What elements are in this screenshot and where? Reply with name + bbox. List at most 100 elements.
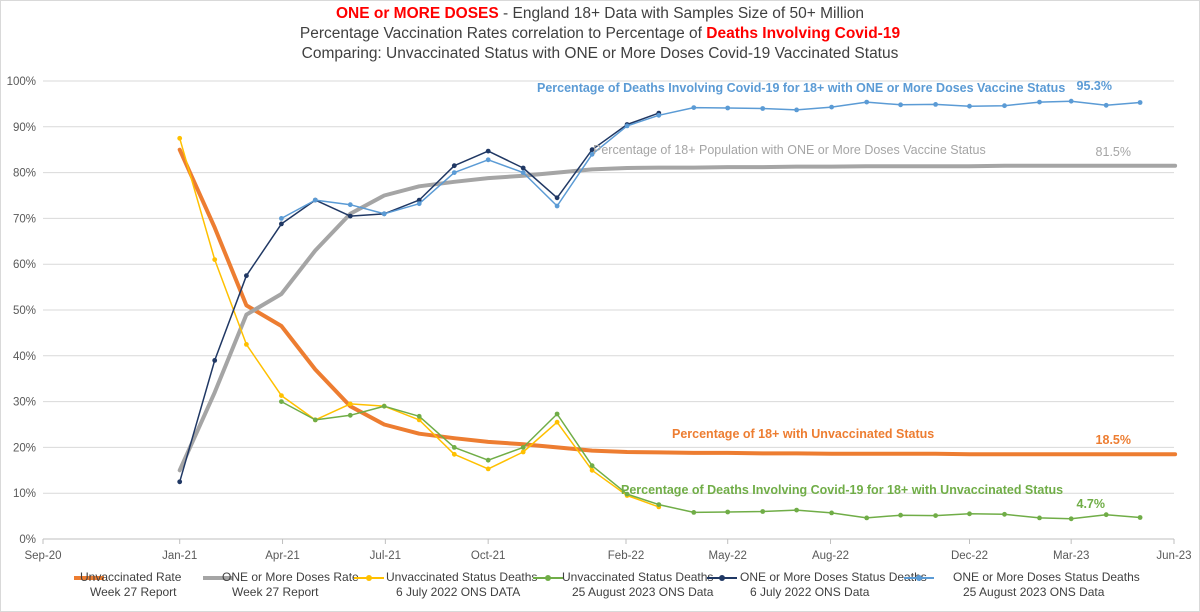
x-tick-label: Feb-22 bbox=[608, 550, 644, 562]
y-tick-label: 100% bbox=[7, 76, 36, 88]
x-tick-label: Sep-20 bbox=[24, 550, 61, 562]
series-line-1 bbox=[177, 147, 1178, 457]
legend-marker bbox=[719, 575, 725, 581]
data-point bbox=[451, 451, 457, 457]
annotation-label: 95.3% bbox=[1077, 79, 1112, 93]
data-point bbox=[1068, 516, 1074, 522]
data-point bbox=[416, 201, 422, 207]
data-point bbox=[1137, 100, 1143, 105]
title-text: Percentage Vaccination Rates correlation… bbox=[299, 25, 707, 42]
data-point bbox=[898, 102, 903, 108]
y-tick-label: 10% bbox=[13, 488, 36, 500]
annotation-label: Percentage of 18+ Population with ONE or… bbox=[593, 143, 986, 157]
x-tick-label: Apr-21 bbox=[265, 550, 300, 562]
data-point bbox=[589, 151, 595, 157]
data-point bbox=[1037, 515, 1042, 521]
legend-label: Unvaccinated Status Deaths bbox=[562, 570, 714, 584]
legend-marker bbox=[916, 575, 922, 581]
data-point bbox=[312, 417, 318, 423]
data-point bbox=[794, 107, 799, 113]
x-tick-label: Dec-22 bbox=[951, 550, 988, 562]
data-point bbox=[279, 393, 284, 398]
data-point bbox=[485, 157, 491, 163]
x-tick-label: Jul-21 bbox=[370, 550, 401, 562]
x-tick-label: Jun-23 bbox=[1156, 550, 1191, 562]
chart-title-line-2: Percentage Vaccination Rates correlation… bbox=[0, 24, 1200, 44]
data-point bbox=[760, 509, 766, 514]
data-point bbox=[312, 197, 318, 203]
legend-sublabel: 6 July 2022 ONS Data bbox=[750, 585, 870, 599]
data-point bbox=[554, 195, 560, 201]
data-point bbox=[589, 467, 595, 473]
data-point bbox=[212, 358, 218, 363]
annotations: Percentage of Deaths Involving Covid-19 … bbox=[537, 79, 1131, 511]
data-point bbox=[933, 102, 938, 107]
data-point bbox=[347, 213, 353, 219]
legend-label: Unvaccinated Rate bbox=[80, 570, 182, 584]
data-point bbox=[691, 105, 697, 110]
legend-label: ONE or More Doses Status Deaths bbox=[740, 570, 927, 584]
data-point bbox=[725, 105, 731, 111]
y-tick-label: 30% bbox=[13, 397, 36, 409]
legend-label: Unvaccinated Status Deaths bbox=[386, 570, 538, 584]
data-point bbox=[520, 170, 526, 176]
data-point bbox=[451, 163, 457, 169]
annotation-label: 4.7% bbox=[1077, 497, 1106, 511]
data-point bbox=[485, 457, 491, 463]
axes: 0% 10% 20% 30% 40% 50% 60% 70% 80% 90% 100% Sep-20 J… bbox=[7, 76, 1192, 562]
data-point bbox=[967, 511, 972, 517]
data-point bbox=[760, 106, 766, 111]
data-point bbox=[656, 502, 662, 507]
x-tick-label: Aug-22 bbox=[812, 550, 849, 562]
title-highlight: ONE or MORE DOSES bbox=[335, 5, 499, 22]
legend-marker bbox=[366, 575, 372, 581]
annotation-label: Percentage of Deaths Involving Covid-19 … bbox=[621, 483, 1063, 497]
data-point bbox=[794, 507, 799, 513]
data-point bbox=[347, 202, 353, 208]
annotation-label: Percentage of 18+ with Unvaccinated Stat… bbox=[672, 427, 934, 441]
legend-sublabel: Week 27 Report bbox=[232, 585, 319, 599]
data-point bbox=[1103, 512, 1109, 518]
data-point bbox=[244, 342, 249, 347]
y-tick-label: 40% bbox=[13, 351, 36, 363]
annotation-label: 18.5% bbox=[1096, 433, 1131, 447]
data-point bbox=[212, 257, 218, 262]
data-point bbox=[864, 99, 870, 105]
y-tick-label: 0% bbox=[19, 534, 36, 546]
data-point bbox=[589, 463, 595, 469]
data-point bbox=[381, 403, 387, 409]
annotation-label: Percentage of Deaths Involving Covid-19 … bbox=[537, 81, 1065, 95]
data-point bbox=[279, 399, 284, 404]
data-point bbox=[967, 103, 972, 109]
legend-sublabel: 25 August 2023 ONS Data bbox=[963, 585, 1105, 599]
data-point bbox=[691, 510, 697, 515]
data-point bbox=[554, 203, 560, 209]
series-line-6 bbox=[280, 100, 1141, 220]
data-point bbox=[177, 135, 183, 141]
data-point bbox=[1037, 99, 1042, 105]
data-point bbox=[1137, 515, 1143, 520]
data-point bbox=[381, 211, 387, 217]
data-point bbox=[416, 417, 422, 423]
x-tick-label: Jan-21 bbox=[162, 550, 197, 562]
data-point bbox=[1002, 511, 1007, 517]
data-point bbox=[177, 479, 183, 485]
data-point bbox=[451, 170, 457, 176]
legend-label: ONE or More Doses Rate bbox=[222, 570, 359, 584]
y-tick-label: 80% bbox=[13, 168, 36, 180]
chart-title-line-3: Comparing: Unvaccinated Status with ONE … bbox=[301, 45, 899, 62]
data-point bbox=[416, 413, 422, 419]
series-lines bbox=[177, 98, 1178, 522]
data-point bbox=[244, 273, 249, 279]
data-point bbox=[829, 510, 834, 516]
x-tick-label: Mar-23 bbox=[1053, 550, 1089, 562]
data-point bbox=[829, 104, 834, 110]
data-point bbox=[554, 411, 560, 417]
data-point bbox=[656, 112, 662, 118]
annotation-label: 81.5% bbox=[1096, 145, 1131, 159]
y-tick-label: 20% bbox=[13, 442, 36, 454]
y-tick-label: 70% bbox=[13, 213, 36, 225]
data-point bbox=[1068, 98, 1074, 104]
legend-swatch bbox=[74, 576, 104, 580]
